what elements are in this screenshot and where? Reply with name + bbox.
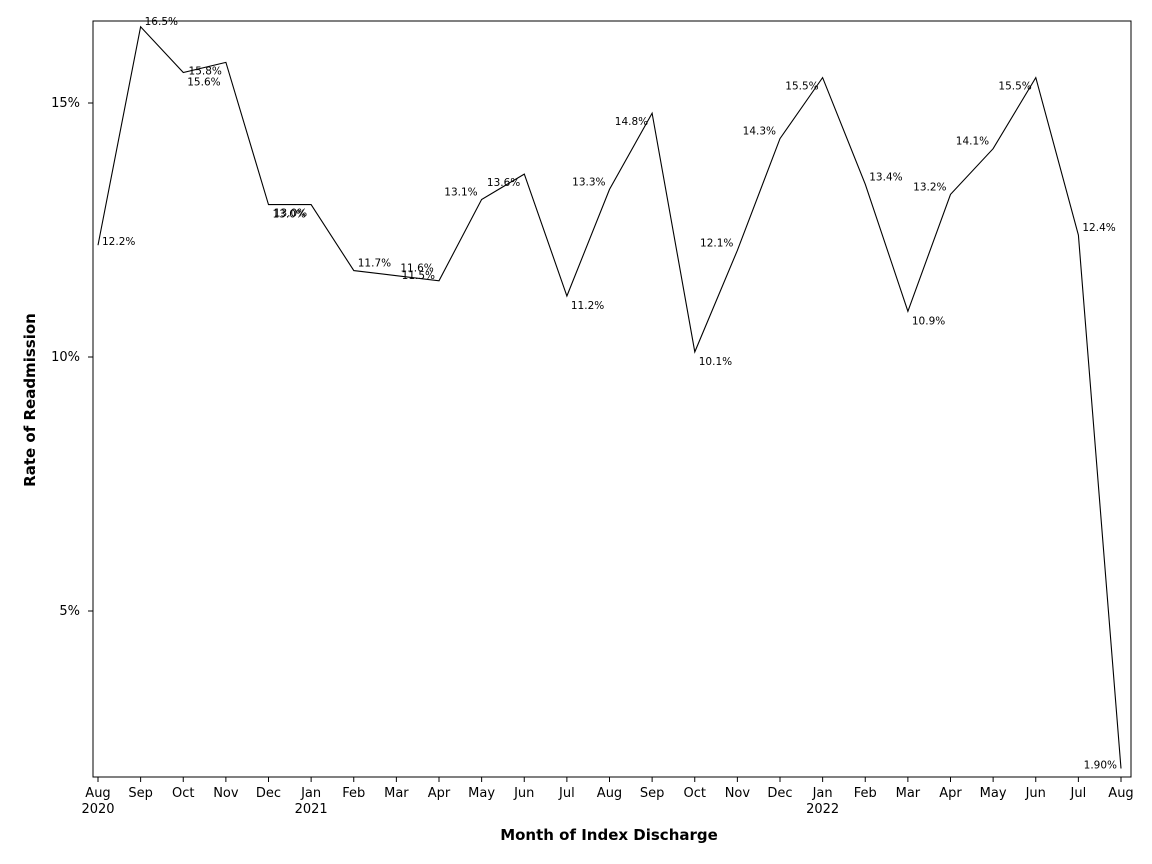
data-label: 11.7% [358,258,391,270]
y-axis-title: Rate of Readmission [21,313,39,487]
data-label: 1.90% [1084,759,1117,771]
tick-layer: 5% 10% 15% Aug Sep Oct Nov Dec Jan Feb Mar Apr May Ju… [51,96,1134,817]
x-tick-label: Mar [896,786,921,801]
x-tick-label: Feb [854,786,877,801]
data-label: 14.1% [956,136,989,148]
data-label: 13.4% [869,171,902,183]
data-label: 10.9% [912,315,945,327]
x-tick-label: Jun [513,786,534,801]
plot-frame [92,20,1132,778]
x-year-label: 2021 [295,802,328,817]
x-tick-label: Nov [725,786,751,801]
x-axis-title: Month of Index Discharge [500,826,718,844]
data-label: 12.4% [1082,222,1115,234]
data-label: 15.5% [998,81,1031,93]
data-label: 10.1% [699,356,732,368]
x-tick-label: Aug [597,786,622,801]
x-year-label: 2020 [81,802,114,817]
data-label: 11.2% [571,300,604,312]
readmission-rate-line [97,25,1122,769]
x-tick-label: Oct [172,786,194,801]
x-tick-label: Sep [640,786,665,801]
x-tick-label: Jul [558,786,575,801]
x-tick-label: Aug [1108,786,1133,801]
x-tick-label: Jun [1025,786,1046,801]
x-tick-label: May [468,786,495,801]
data-label: 11.5% [402,270,435,282]
data-label: 13.0% [274,208,307,220]
data-label: 12.2% [102,236,135,248]
y-tick-label: 10% [51,350,80,365]
x-tick-label: Jan [812,786,833,801]
x-tick-label: Mar [384,786,409,801]
x-tick-label: Dec [767,786,792,801]
data-label: 13.2% [913,181,946,193]
data-label: 11.6% [400,263,433,275]
x-tick-label: Feb [342,786,365,801]
data-label: 15.6% [187,77,220,89]
data-label: 12.1% [700,237,733,249]
x-tick-label: Nov [213,786,239,801]
x-tick-label: Aug [85,786,110,801]
data-label: 15.8% [189,65,222,77]
x-tick-label: May [980,786,1007,801]
x-tick-label: Sep [128,786,153,801]
x-tick-label: Apr [939,786,962,801]
data-label: 13.1% [444,187,477,199]
x-tick-label: Oct [684,786,706,801]
data-label: 14.8% [615,116,648,128]
y-tick-label: 5% [59,604,80,619]
x-tick-label: Jan [300,786,321,801]
data-label: 15.5% [785,81,818,93]
data-label: 13.6% [487,177,520,189]
data-label: 14.3% [743,126,776,138]
data-label: 16.5% [145,16,178,28]
x-tick-label: Dec [256,786,281,801]
x-year-label: 2022 [806,802,839,817]
data-label-layer: 12.2%16.5%15.6%15.8%13.0%13.0%11.7% 11.6%… [102,16,1117,772]
data-label: 13.3% [572,176,605,188]
x-tick-label: Jul [1070,786,1087,801]
data-label: 13.0% [273,209,306,221]
y-tick-label: 15% [51,96,80,111]
x-tick-label: Apr [428,786,451,801]
